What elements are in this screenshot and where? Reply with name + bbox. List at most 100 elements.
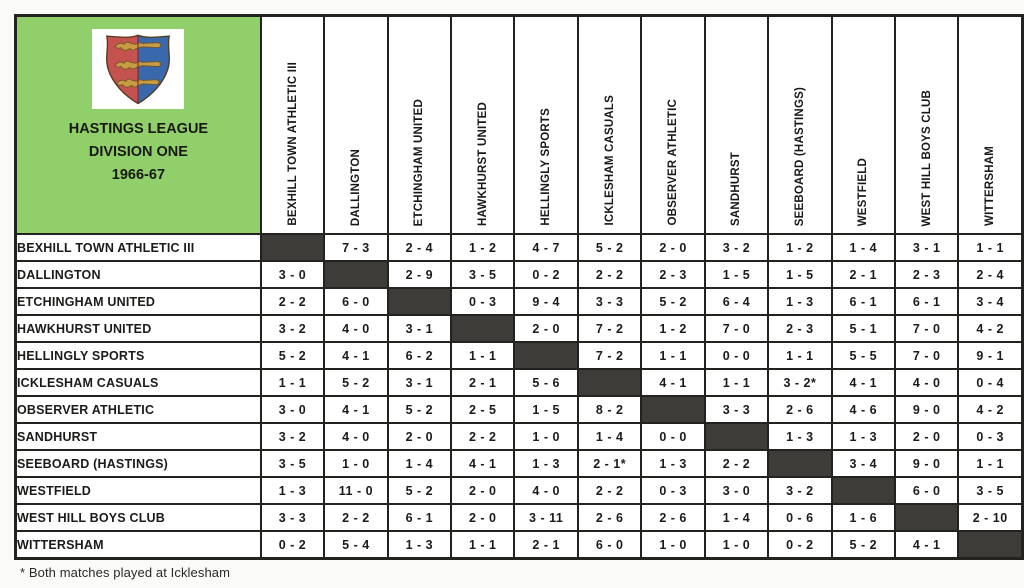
result-cell: 4 - 1 (640, 368, 706, 397)
result-cell: 5 - 2 (259, 341, 326, 370)
result-cell: 8 - 2 (576, 395, 643, 424)
result-cell: 1 - 3 (386, 530, 453, 560)
column-header-11: WITTERSHAM (957, 14, 1024, 235)
result-cell: 2 - 0 (386, 422, 453, 451)
result-cell: 2 - 6 (767, 395, 833, 424)
row-team-label: BEXHILL TOWN ATHLETIC III (14, 233, 262, 262)
result-cell: 4 - 7 (513, 233, 579, 262)
column-header-label: SANDHURST (730, 152, 743, 226)
result-cell: 2 - 3 (767, 314, 833, 343)
column-header-0: BEXHILL TOWN ATHLETIC III (259, 14, 326, 235)
column-header-label: WEST HILL BOYS CLUB (920, 89, 933, 226)
header-row: HASTINGS LEAGUE DIVISION ONE 1966-67 BEX… (14, 14, 1024, 235)
column-header-label: SEEBOARD (HASTINGS) (793, 86, 806, 226)
result-cell: 1 - 0 (513, 422, 579, 451)
result-cell: 4 - 1 (830, 368, 897, 397)
result-cell: 1 - 1 (767, 341, 833, 370)
result-cell: 3 - 1 (386, 368, 453, 397)
result-cell: 7 - 0 (893, 341, 960, 370)
league-title-line3: 1966-67 (111, 167, 166, 184)
result-cell: 1 - 2 (640, 314, 706, 343)
league-title-line1: HASTINGS LEAGUE (68, 121, 209, 137)
result-cell: 0 - 0 (640, 422, 706, 451)
result-cell: 4 - 0 (323, 422, 389, 451)
diagonal-blocked-cell (513, 341, 579, 370)
result-cell: 4 - 1 (323, 341, 389, 370)
result-cell: 2 - 0 (893, 422, 960, 451)
result-cell: 3 - 3 (259, 503, 326, 532)
column-header-6: OBSERVER ATHLETIC (640, 14, 706, 235)
result-cell: 6 - 0 (323, 287, 389, 316)
result-cell: 2 - 3 (640, 260, 706, 289)
result-cell: 2 - 2 (323, 503, 389, 532)
result-cell: 1 - 1 (450, 530, 516, 560)
result-cell: 1 - 1 (957, 449, 1024, 478)
diagonal-blocked-cell (767, 449, 833, 478)
column-header-label: HELLINGLY SPORTS (540, 108, 553, 226)
column-header-label: WESTFIELD (857, 157, 870, 226)
row-team-label: SEEBOARD (HASTINGS) (14, 449, 262, 478)
result-cell: 2 - 4 (386, 233, 453, 262)
result-cell: 3 - 3 (576, 287, 643, 316)
result-cell: 1 - 0 (640, 530, 706, 560)
result-cell: 5 - 6 (513, 368, 579, 397)
result-cell: 0 - 2 (259, 530, 326, 560)
result-cell: 3 - 2* (767, 368, 833, 397)
result-cell: 4 - 2 (957, 314, 1024, 343)
result-cell: 2 - 2 (703, 449, 770, 478)
result-cell: 7 - 0 (703, 314, 770, 343)
column-header-5: ICKLESHAM CASUALS (576, 14, 643, 235)
result-cell: 2 - 2 (576, 260, 643, 289)
diagonal-blocked-cell (450, 314, 516, 343)
result-cell: 1 - 1 (640, 341, 706, 370)
result-cell: 2 - 1 (450, 368, 516, 397)
result-cell: 2 - 9 (386, 260, 453, 289)
column-header-label: ICKLESHAM CASUALS (603, 95, 616, 226)
result-cell: 2 - 2 (450, 422, 516, 451)
result-cell: 2 - 1* (576, 449, 643, 478)
result-cell: 9 - 4 (513, 287, 579, 316)
diagonal-blocked-cell (386, 287, 453, 316)
result-cell: 5 - 1 (830, 314, 897, 343)
result-cell: 5 - 2 (386, 395, 453, 424)
column-header-3: HAWKHURST UNITED (450, 14, 516, 235)
column-header-label: ETCHINGHAM UNITED (413, 98, 426, 226)
result-cell: 3 - 1 (893, 233, 960, 262)
result-cell: 2 - 5 (450, 395, 516, 424)
result-cell: 3 - 0 (259, 260, 326, 289)
result-cell: 6 - 0 (893, 476, 960, 505)
column-header-4: HELLINGLY SPORTS (513, 14, 579, 235)
column-header-label: HAWKHURST UNITED (476, 102, 489, 226)
result-cell: 1 - 2 (767, 233, 833, 262)
result-cell: 0 - 0 (703, 341, 770, 370)
row-team-label: SANDHURST (14, 422, 262, 451)
result-cell: 6 - 1 (893, 287, 960, 316)
row-team-label: DALLINGTON (14, 260, 262, 289)
result-cell: 1 - 1 (957, 233, 1024, 262)
result-cell: 1 - 0 (323, 449, 389, 478)
result-cell: 1 - 5 (767, 260, 833, 289)
result-cell: 3 - 3 (703, 395, 770, 424)
result-cell: 5 - 4 (323, 530, 389, 560)
result-cell: 4 - 6 (830, 395, 897, 424)
row-team-label: WEST HILL BOYS CLUB (14, 503, 262, 532)
diagonal-blocked-cell (703, 422, 770, 451)
row-team-label: WESTFIELD (14, 476, 262, 505)
result-cell: 4 - 1 (323, 395, 389, 424)
column-header-1: DALLINGTON (323, 14, 389, 235)
diagonal-blocked-cell (893, 503, 960, 532)
result-cell: 6 - 0 (576, 530, 643, 560)
result-cell: 2 - 1 (830, 260, 897, 289)
result-cell: 3 - 5 (957, 476, 1024, 505)
result-cell: 1 - 4 (830, 233, 897, 262)
result-cell: 1 - 1 (259, 368, 326, 397)
row-team-label: ETCHINGHAM UNITED (14, 287, 262, 316)
result-cell: 1 - 1 (450, 341, 516, 370)
column-header-label: OBSERVER ATHLETIC (667, 99, 680, 226)
diagonal-blocked-cell (640, 395, 706, 424)
